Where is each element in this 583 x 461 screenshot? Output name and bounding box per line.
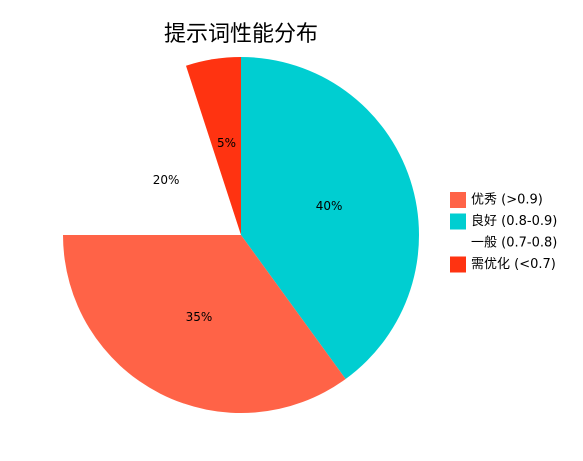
legend-label: 需优化 (<0.7) [471, 257, 556, 272]
legend-label: 良好 (0.8-0.9) [471, 213, 557, 229]
pie-slice [63, 65, 241, 235]
legend-label: 一般 (0.7-0.8) [471, 235, 557, 251]
slice-label: 20% [153, 173, 180, 187]
legend-label: 优秀 (>0.9) [471, 193, 543, 208]
pie-slice [63, 235, 346, 413]
pie-slice [185, 57, 241, 235]
chart-title: 提示词性能分布 [164, 22, 318, 47]
legend-swatch [450, 192, 466, 208]
slice-label: 5% [217, 136, 236, 150]
pie-slice [241, 57, 419, 380]
legend-swatch [450, 213, 466, 230]
legend-swatch [450, 256, 466, 273]
slice-label: 40% [316, 199, 343, 213]
slice-label: 35% [186, 310, 213, 324]
legend-swatch [450, 235, 466, 251]
